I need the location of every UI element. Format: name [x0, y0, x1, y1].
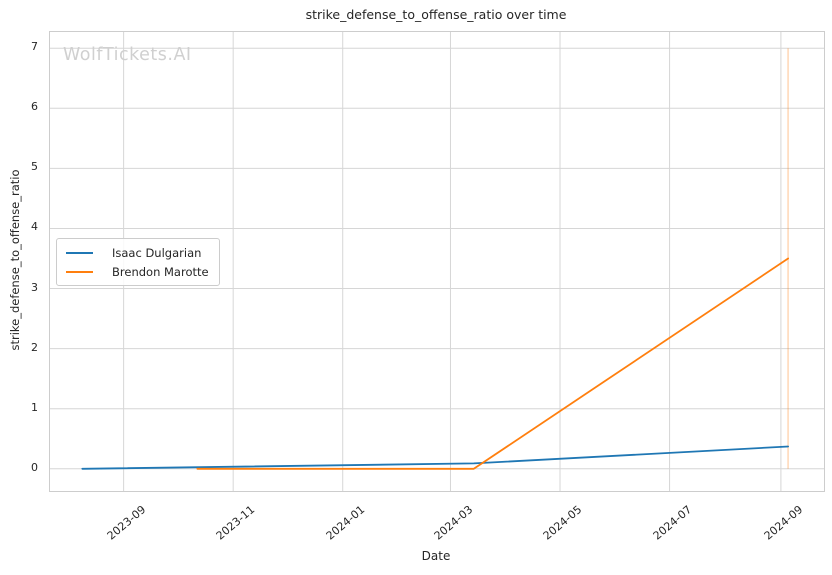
y-tick-label: 4 [31, 220, 38, 234]
x-tick-label: 2024-01 [323, 503, 368, 543]
watermark: WolfTickets.AI [63, 45, 192, 65]
legend-line-swatch [66, 270, 93, 273]
plot-area: WolfTickets.AI Isaac Dulgarian Brendon M… [49, 31, 825, 492]
x-tick-label: 2023-11 [213, 503, 258, 543]
legend-label: Isaac Dulgarian [112, 245, 202, 260]
legend-item: Brendon Marotte [66, 262, 209, 281]
y-tick-label: 1 [31, 400, 38, 414]
x-tick-label: 2024-03 [431, 503, 475, 543]
legend-label: Brendon Marotte [112, 264, 209, 279]
legend-item: Isaac Dulgarian [66, 243, 209, 262]
y-tick-label: 5 [31, 160, 38, 174]
y-tick-label: 6 [31, 100, 38, 114]
x-tick-label: 2024-05 [540, 503, 585, 543]
y-tick-label: 3 [31, 280, 38, 294]
x-tick-label: 2024-07 [650, 503, 694, 543]
plot-svg [50, 32, 824, 491]
y-tick-label: 2 [31, 340, 38, 354]
x-tick-label: 2024-09 [761, 503, 806, 543]
y-tick-label: 0 [31, 460, 38, 474]
x-tick-label: 2023-09 [104, 503, 148, 543]
x-axis-label: Date [421, 549, 451, 563]
y-tick-label: 7 [31, 40, 38, 54]
legend-line-swatch [66, 251, 93, 254]
chart-title: strike_defense_to_offense_ratio over tim… [305, 7, 567, 22]
legend: Isaac Dulgarian Brendon Marotte [56, 238, 220, 286]
y-axis-label: strike_defense_to_offense_ratio [8, 169, 22, 351]
